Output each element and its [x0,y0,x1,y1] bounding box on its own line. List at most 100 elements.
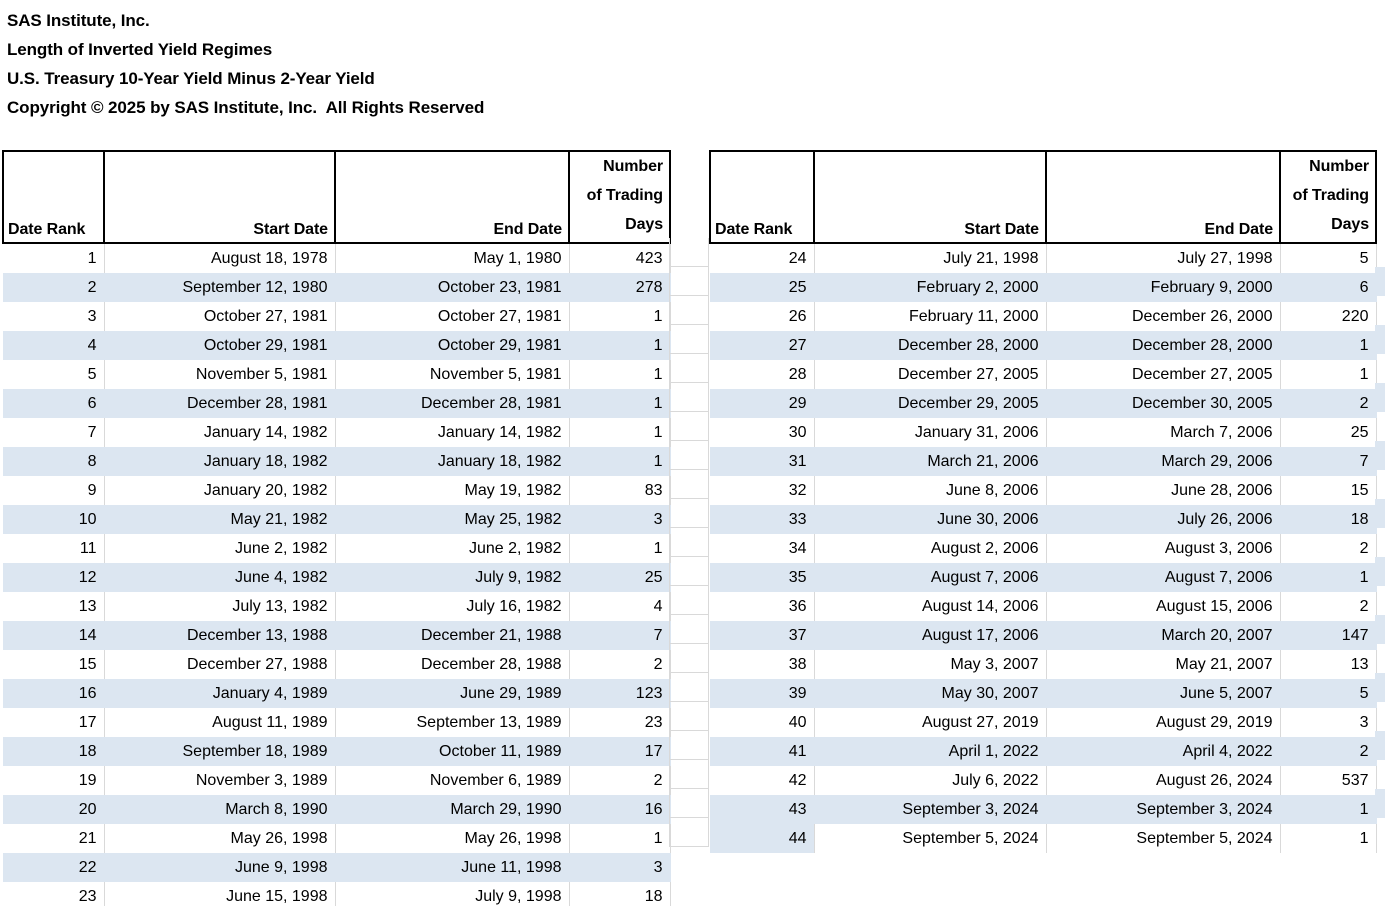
report-subtitle: U.S. Treasury 10-Year Yield Minus 2-Year… [7,69,375,88]
date-rank-cell: 36 [710,592,815,621]
table-row: 15 December 27, 1988 December 28, 1988 2 [3,650,671,679]
gridline-cell [670,586,708,615]
start-date-cell: February 2, 2000 [814,273,1047,302]
start-date-header: Start Date [813,150,1047,244]
copyright-line: Copyright © 2025 by SAS Institute, Inc. … [7,98,485,117]
date-rank-cell: 39 [710,679,815,708]
start-date-cell: June 2, 1982 [104,534,336,563]
end-date-cell: December 27, 2005 [1046,360,1281,389]
trading-days-cell: 220 [1280,302,1377,331]
gridline-cell [670,528,708,557]
trading-days-cell: 5 [1280,243,1377,273]
start-date-cell: February 11, 2000 [814,302,1047,331]
gridline-cell [670,499,708,528]
gridline-cell [670,644,708,673]
band-strip-cell [1375,267,1385,296]
date-rank-cell: 3 [3,302,105,331]
table-row: 18 September 18, 1989 October 11, 1989 17 [3,737,671,766]
trading-days-cell: 18 [1280,505,1377,534]
end-date-cell: September 13, 1989 [335,708,570,737]
table-row: 6 December 28, 1981 December 28, 1981 1 [3,389,671,418]
end-date-cell: March 29, 2006 [1046,447,1281,476]
end-date-cell: October 29, 1981 [335,331,570,360]
band-strip-cell [1375,818,1385,847]
end-date-cell: May 19, 1982 [335,476,570,505]
start-date-cell: January 4, 1989 [104,679,336,708]
band-strip-cell [1375,615,1385,644]
table-row: 30 January 31, 2006 March 7, 2006 25 [710,418,1377,447]
table-row: 39 May 30, 2007 June 5, 2007 5 [710,679,1377,708]
table-row: 10 May 21, 1982 May 25, 1982 3 [3,505,671,534]
date-rank-cell: 21 [3,824,105,853]
end-date-cell: October 23, 1981 [335,273,570,302]
start-date-cell: January 31, 2006 [814,418,1047,447]
gridline-cell [670,383,708,412]
end-date-cell: January 14, 1982 [335,418,570,447]
start-date-cell: December 27, 1988 [104,650,336,679]
table-row: 37 August 17, 2006 March 20, 2007 147 [710,621,1377,650]
start-date-cell: September 12, 1980 [104,273,336,302]
start-date-cell: August 14, 2006 [814,592,1047,621]
band-strip-cell [1375,412,1385,441]
end-date-cell: March 29, 1990 [335,795,570,824]
table-row: 2 September 12, 1980 October 23, 1981 278 [3,273,671,302]
date-rank-cell: 37 [710,621,815,650]
trading-days-cell: 25 [1280,418,1377,447]
table-row: 24 July 21, 1998 July 27, 1998 5 [710,243,1377,273]
table-row: 41 April 1, 2022 April 4, 2022 2 [710,737,1377,766]
date-rank-cell: 30 [710,418,815,447]
end-date-header: End Date [334,150,570,244]
trading-days-cell: 25 [569,563,671,592]
date-rank-header: Date Rank [2,150,105,244]
date-rank-cell: 41 [710,737,815,766]
band-strip-cell [1375,354,1385,383]
header-row: Date Rank Start Date End Date Number of … [2,150,671,244]
table-row: 25 February 2, 2000 February 9, 2000 6 [710,273,1377,302]
trading-days-cell: 15 [1280,476,1377,505]
trading-days-header-line: of Trading [586,187,663,204]
start-date-cell: October 29, 1981 [104,331,336,360]
end-date-cell: January 18, 1982 [335,447,570,476]
table-row: 43 September 3, 2024 September 3, 2024 1 [710,795,1377,824]
start-date-cell: December 28, 2000 [814,331,1047,360]
start-date-cell: August 17, 2006 [814,621,1047,650]
band-strip-cell [1375,528,1385,557]
table-row: 23 June 15, 1998 July 9, 1998 18 [3,882,671,906]
band-strip-cell [1375,557,1385,586]
trading-days-cell: 423 [569,243,671,273]
gridline-cell [670,557,708,586]
start-date-cell: May 30, 2007 [814,679,1047,708]
table-row: 21 May 26, 1998 May 26, 1998 1 [3,824,671,853]
date-rank-cell: 44 [710,824,815,853]
start-date-cell: August 2, 2006 [814,534,1047,563]
table-row: 33 June 30, 2006 July 26, 2006 18 [710,505,1377,534]
start-date-cell: June 4, 1982 [104,563,336,592]
trading-days-header-line: of Trading [1292,187,1369,204]
trading-days-cell: 17 [569,737,671,766]
trading-days-cell: 1 [1280,795,1377,824]
trading-days-cell: 1 [569,389,671,418]
date-rank-cell: 19 [3,766,105,795]
end-date-cell: May 25, 1982 [335,505,570,534]
end-date-cell: June 2, 1982 [335,534,570,563]
band-strip-cell [1375,441,1385,470]
start-date-cell: August 11, 1989 [104,708,336,737]
end-date-cell: December 28, 1988 [335,650,570,679]
date-rank-cell: 43 [710,795,815,824]
trading-days-cell: 123 [569,679,671,708]
trading-days-cell: 2 [1280,737,1377,766]
table-row: 20 March 8, 1990 March 29, 1990 16 [3,795,671,824]
date-rank-cell: 18 [3,737,105,766]
end-date-cell: May 21, 2007 [1046,650,1281,679]
trading-days-cell: 1 [1280,563,1377,592]
band-strip-cell [1375,644,1385,673]
band-strip-cell [1375,702,1385,731]
table-row: 40 August 27, 2019 August 29, 2019 3 [710,708,1377,737]
start-date-cell: December 27, 2005 [814,360,1047,389]
table-row: 42 July 6, 2022 August 26, 2024 537 [710,766,1377,795]
start-date-cell: May 21, 1982 [104,505,336,534]
trading-days-header-line: Days [1331,216,1369,233]
trading-days-cell: 3 [569,853,671,882]
trading-days-header-line: Number [1309,158,1369,175]
trading-days-cell: 23 [569,708,671,737]
